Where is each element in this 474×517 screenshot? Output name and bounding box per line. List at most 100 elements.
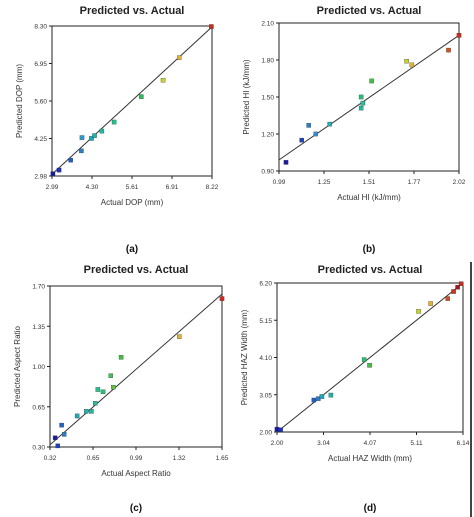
x-axis-label: Actual HI (kJ/mm) [337,193,401,202]
y-tick-label: 1.00 [32,364,45,371]
scatter-chart-d: Predicted vs. Actual 2.00 3.04 4.07 5.11 6.14… [240,264,470,514]
y-tick-label: 4.10 [259,355,272,362]
data-point [451,289,456,294]
y-tick-label: 6.20 [259,281,272,288]
data-point [61,432,67,437]
x-tick-label: 6.14 [457,440,470,447]
panel-label: (d) [364,503,377,514]
y-tick-label: 6.95 [34,61,47,68]
y-tick-label: 1.80 [261,58,274,65]
data-point [111,119,117,125]
data-point [358,94,364,100]
y-tick-label: 3.05 [259,392,272,399]
x-tick-label: 0.65 [87,455,100,462]
data-point [404,58,409,64]
y-tick-label: 0.90 [261,169,274,176]
y-tick-label: 0.65 [32,404,45,411]
y-tick-label: 5.15 [259,318,272,325]
chart-panel-c: Predicted vs. Actual 0.32 0.65 0.99 1.32 1.65… [0,259,237,517]
data-point [327,121,332,127]
data-point [93,401,98,406]
data-point [328,392,334,398]
data-point [306,123,311,128]
y-axis-label: Predicted DOP (mm) [15,64,24,138]
x-tick-label: 4.30 [86,184,99,191]
x-tick-label: 5.61 [126,184,139,191]
y-axis-label: Predicted Aspect Ratio [13,325,22,406]
data-point [409,62,415,68]
x-tick-label: 3.04 [317,440,330,447]
data-point [446,47,451,53]
data-point [416,309,421,314]
data-point [111,384,116,390]
x-tick-label: 1.77 [408,179,421,186]
x-axis-label: Actual HAZ Width (mm) [328,454,412,463]
data-point [445,296,450,301]
data-point [358,105,364,111]
x-tick-label: 6.91 [166,184,179,191]
y-axis-label: Predicted HI (kJ/mm) [242,59,251,134]
data-point [79,148,84,154]
y-tick-label: 1.50 [261,95,274,102]
scatter-chart-c: Predicted vs. Actual 0.32 0.65 0.99 1.32 1.65… [13,264,229,514]
panel-label: (a) [126,244,138,255]
chart-panel-d: Predicted vs. Actual 2.00 3.04 4.07 5.11 6.14… [237,259,474,517]
fit-line [49,293,223,446]
y-tick-label: 2.10 [261,21,274,28]
x-axis-label: Actual DOP (mm) [101,198,164,207]
data-point [68,157,73,163]
data-point [92,133,97,138]
data-point [313,131,318,137]
y-tick-label: 2.00 [259,430,272,437]
y-tick-label: 1.20 [261,132,274,139]
data-point [456,33,462,38]
chart-title: Predicted vs. Actual [84,264,189,276]
x-tick-label: 0.32 [44,455,57,462]
fit-line [276,282,464,433]
data-point [319,394,325,399]
x-tick-label: 1.32 [173,455,186,462]
chart-title: Predicted vs. Actual [80,5,185,17]
x-tick-label: 8.22 [206,184,219,191]
data-point [299,137,304,143]
y-tick-label: 2.98 [34,174,47,181]
data-point [74,413,80,419]
data-point [52,435,58,441]
data-point [360,100,366,106]
plot-frame [49,285,223,448]
x-tick-label: 1.65 [216,455,229,462]
y-tick-label: 0.30 [32,445,45,452]
data-point [369,78,374,84]
data-point [95,387,101,392]
data-point [83,409,89,414]
x-tick-label: 5.11 [410,440,423,447]
fit-line [278,34,460,161]
x-axis-label: Actual Aspect Ratio [101,469,171,478]
data-point [455,285,460,290]
chart-title: Predicted vs. Actual [317,5,422,17]
y-tick-label: 1.35 [32,324,45,331]
data-point [311,397,317,403]
data-point [367,363,372,368]
data-point [209,24,214,29]
plot-frame [278,22,460,172]
data-point [99,128,105,134]
data-point [177,55,182,60]
x-tick-label: 1.51 [363,179,376,186]
data-point [118,355,124,360]
scatter-chart-a: Predicted vs. Actual 2.99 4.30 5.61 6.91 8.22… [15,5,219,255]
y-tick-label: 5.60 [34,99,47,106]
data-point [219,296,225,301]
data-point [177,334,182,339]
scatter-chart-b: Predicted vs. Actual 0.99 1.25 1.51 1.77 2.02… [242,5,466,255]
y-axis-label: Predicted HAZ Width (mm) [240,309,249,405]
chart-panel-a: Predicted vs. Actual 2.99 4.30 5.61 6.91 8.22… [0,0,237,258]
data-point [89,409,94,414]
y-tick-label: 4.25 [34,136,47,143]
fit-line [51,26,213,175]
y-tick-label: 8.30 [34,24,47,31]
data-point [50,171,56,176]
panel-label: (b) [363,244,376,255]
x-tick-label: 4.07 [364,440,377,447]
data-point [160,77,166,83]
